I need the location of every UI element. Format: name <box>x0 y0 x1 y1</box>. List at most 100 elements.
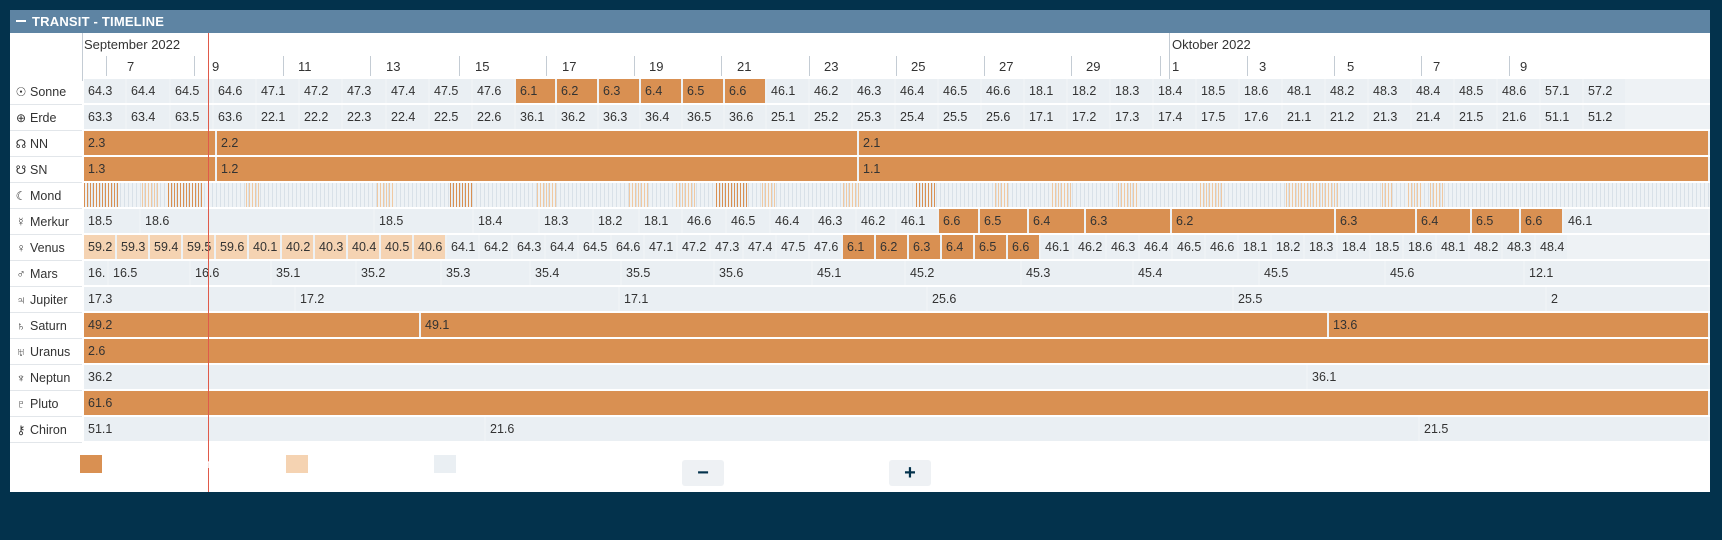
timeline-cell[interactable]: 48.5 <box>1455 79 1496 103</box>
timeline-cell[interactable]: 57.2 <box>1584 79 1625 103</box>
timeline-cell[interactable]: 40.3 <box>315 235 346 259</box>
timeline-cell[interactable]: 45.6 <box>1386 261 1523 285</box>
timeline-cell[interactable]: 47.6 <box>473 79 514 103</box>
timeline-cell[interactable]: 18.1 <box>1239 235 1270 259</box>
timeline-cell[interactable]: 51.1 <box>84 417 484 441</box>
timeline-cell[interactable]: 46.3 <box>853 79 894 103</box>
timeline-cell[interactable]: 18.3 <box>1111 79 1152 103</box>
timeline-cell[interactable]: 61.6 <box>84 391 1708 415</box>
timeline-cell[interactable]: 59.6 <box>216 235 247 259</box>
timeline-cell[interactable]: 18.5 <box>1371 235 1402 259</box>
timeline-cell[interactable]: 21.5 <box>1455 105 1496 129</box>
timeline-cell[interactable]: 46.1 <box>1564 209 1708 233</box>
timeline-cell[interactable]: 64.3 <box>513 235 544 259</box>
timeline-cell[interactable]: 45.5 <box>1260 261 1384 285</box>
timeline-cell[interactable]: 18.5 <box>375 209 472 233</box>
timeline-cell[interactable]: 6.1 <box>516 79 555 103</box>
timeline-cell[interactable]: 18.2 <box>1272 235 1303 259</box>
timeline-cell[interactable]: 18.2 <box>1068 79 1109 103</box>
timeline-cell[interactable]: 25.6 <box>982 105 1023 129</box>
timeline-cell[interactable]: 6.6 <box>939 209 978 233</box>
timeline-cell[interactable]: 48.1 <box>1437 235 1468 259</box>
timeline-cell[interactable]: 22.2 <box>300 105 341 129</box>
timeline-cell[interactable]: 46.2 <box>857 209 895 233</box>
timeline-cell[interactable]: 18.1 <box>640 209 681 233</box>
timeline-cell[interactable]: 36.2 <box>557 105 597 129</box>
timeline-cell[interactable]: 18.5 <box>1197 79 1238 103</box>
timeline-cell[interactable]: 22.3 <box>343 105 385 129</box>
timeline-cell[interactable]: 25.3 <box>853 105 894 129</box>
timeline-cell[interactable]: 1.2 <box>217 157 857 181</box>
timeline-cell[interactable]: 17.2 <box>1068 105 1109 129</box>
timeline-cell[interactable]: 18.4 <box>474 209 538 233</box>
timeline-cell[interactable]: 40.4 <box>348 235 379 259</box>
timeline-cell[interactable]: 49.1 <box>421 313 1327 337</box>
timeline-cell[interactable]: 25.4 <box>896 105 937 129</box>
timeline-cell[interactable]: 22.4 <box>387 105 428 129</box>
timeline-cell[interactable]: 16.6 <box>191 261 270 285</box>
timeline-cell[interactable]: 18.5 <box>84 209 139 233</box>
timeline-cell[interactable]: 46.6 <box>1206 235 1237 259</box>
timeline-cell[interactable]: 40.5 <box>381 235 412 259</box>
timeline-cell[interactable]: 48.3 <box>1369 79 1410 103</box>
panel-header[interactable]: TRANSIT - TIMELINE <box>10 10 1710 33</box>
timeline-cell[interactable]: 17.6 <box>1240 105 1281 129</box>
timeline-cell[interactable]: 46.4 <box>896 79 937 103</box>
timeline-cell[interactable]: 13.6 <box>1329 313 1708 337</box>
timeline-cell[interactable]: 51.1 <box>1541 105 1582 129</box>
timeline-cell[interactable]: 18.6 <box>1240 79 1281 103</box>
timeline-cell[interactable]: 40.6 <box>414 235 445 259</box>
timeline-cell[interactable]: 21.5 <box>1420 417 1708 441</box>
timeline-cell[interactable]: 64.3 <box>84 79 125 103</box>
timeline-cell[interactable]: 46.3 <box>1107 235 1138 259</box>
timeline-cell[interactable]: 17.3 <box>1111 105 1152 129</box>
timeline-cell[interactable]: 63.5 <box>171 105 212 129</box>
timeline-cell[interactable]: 46.1 <box>897 209 937 233</box>
timeline-cell[interactable]: 48.4 <box>1412 79 1453 103</box>
timeline-cell[interactable]: 35.3 <box>442 261 529 285</box>
timeline-cell[interactable]: 46.1 <box>767 79 808 103</box>
timeline-cell[interactable]: 40.2 <box>282 235 313 259</box>
timeline-cell[interactable]: 64.5 <box>579 235 610 259</box>
timeline-cell[interactable]: 64.2 <box>480 235 511 259</box>
timeline-cell[interactable]: 18.3 <box>540 209 592 233</box>
timeline-cell[interactable]: 36.2 <box>84 365 1306 389</box>
timeline-cell[interactable]: 17.4 <box>1154 105 1195 129</box>
timeline-cell[interactable]: 21.3 <box>1369 105 1410 129</box>
timeline-cell[interactable]: 36.6 <box>725 105 765 129</box>
timeline-cell[interactable]: 59.2 <box>84 235 115 259</box>
timeline-cell[interactable]: 6.4 <box>1029 209 1084 233</box>
timeline-cell[interactable]: 17.1 <box>620 287 926 311</box>
timeline-cell[interactable]: 46.2 <box>1074 235 1105 259</box>
timeline-cell[interactable]: 49.2 <box>84 313 419 337</box>
timeline-cell[interactable]: 48.2 <box>1470 235 1501 259</box>
timeline-cell[interactable]: 46.1 <box>1041 235 1072 259</box>
timeline-cell[interactable]: 46.5 <box>939 79 980 103</box>
timeline-cell[interactable]: 35.4 <box>531 261 620 285</box>
timeline-cell[interactable]: 46.6 <box>982 79 1023 103</box>
timeline-cell[interactable]: 17.1 <box>1025 105 1066 129</box>
timeline-cell[interactable]: 47.1 <box>645 235 676 259</box>
timeline-cell[interactable]: 16. <box>84 261 107 285</box>
timeline-cell[interactable]: 6.6 <box>1521 209 1562 233</box>
timeline-cell[interactable]: 21.6 <box>486 417 1418 441</box>
timeline-cell[interactable]: 22.5 <box>430 105 471 129</box>
timeline-cell[interactable]: 25.2 <box>810 105 851 129</box>
timeline-cell[interactable]: 46.4 <box>1140 235 1171 259</box>
timeline-cell[interactable]: 64.6 <box>612 235 643 259</box>
timeline-cell[interactable]: 45.1 <box>813 261 904 285</box>
timeline-cell[interactable]: 6.1 <box>843 235 874 259</box>
timeline-cell[interactable]: 57.1 <box>1541 79 1582 103</box>
timeline-cell[interactable]: 6.3 <box>1336 209 1415 233</box>
timeline-cell[interactable]: 59.4 <box>150 235 181 259</box>
timeline-cell[interactable]: 46.5 <box>1173 235 1204 259</box>
minus-icon[interactable] <box>16 20 26 22</box>
timeline-cell[interactable]: 6.4 <box>942 235 973 259</box>
timeline-cell[interactable]: 6.3 <box>599 79 639 103</box>
timeline-cell[interactable]: 2.2 <box>217 131 857 155</box>
timeline-cell[interactable]: 36.1 <box>516 105 555 129</box>
timeline-cell[interactable]: 1.1 <box>859 157 1708 181</box>
timeline-cell[interactable]: 35.2 <box>357 261 440 285</box>
timeline-cell[interactable]: 18.6 <box>141 209 373 233</box>
timeline-cell[interactable]: 6.5 <box>683 79 723 103</box>
